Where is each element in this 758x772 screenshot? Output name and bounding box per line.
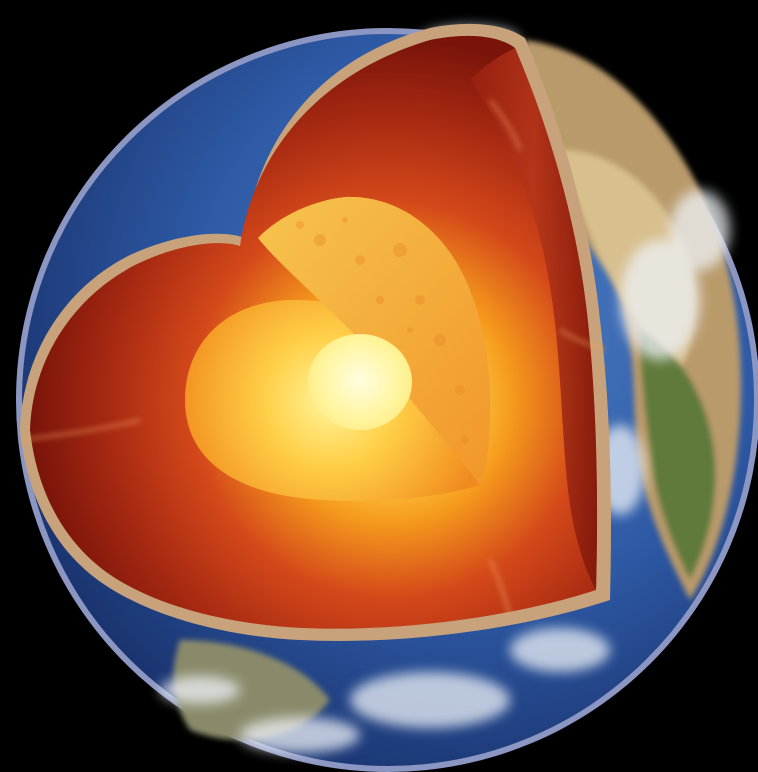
core-texture — [296, 217, 469, 444]
mantle-wall — [470, 48, 598, 590]
inner-core — [308, 334, 412, 430]
mantle-plumes — [19, 99, 606, 616]
